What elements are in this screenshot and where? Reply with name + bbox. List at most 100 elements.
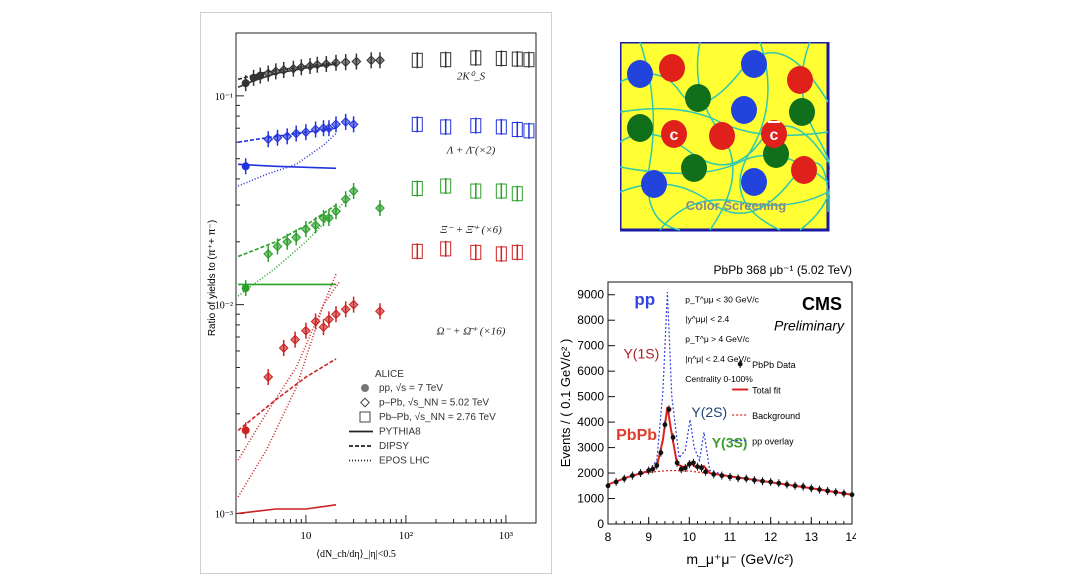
cms-x-axis-label: m_μ⁺μ⁻ (GeV/c²) bbox=[686, 551, 793, 567]
pbpb-data-point bbox=[686, 461, 692, 467]
quark-ball bbox=[741, 168, 767, 196]
data-point-ppb bbox=[340, 304, 351, 315]
pbpb-data-point bbox=[760, 478, 765, 484]
pbpb-data-point bbox=[605, 483, 611, 489]
total-fit-curve bbox=[607, 406, 853, 496]
pbpb-data-point bbox=[691, 460, 696, 466]
pbpb-data-point bbox=[666, 406, 672, 412]
data-point-ppb bbox=[318, 123, 329, 134]
xi-epos-curve bbox=[237, 190, 355, 297]
quark-ball bbox=[789, 98, 815, 126]
species-label: Ξ⁻ + Ξ̄⁺ (×6) bbox=[440, 224, 502, 236]
gluon-line bbox=[620, 52, 829, 104]
data-point-pp bbox=[241, 426, 250, 435]
data-point-pbpb bbox=[440, 52, 452, 68]
cms-title: PbPb 368 μb⁻¹ (5.02 TeV) bbox=[714, 263, 852, 277]
pbpb-data-point bbox=[711, 471, 717, 477]
cms-y-tick-label: 1000 bbox=[577, 492, 604, 506]
alice-legend-item: Pb–Pb, √s_NN = 2.76 TeV bbox=[379, 411, 496, 423]
data-point-ppb bbox=[310, 220, 321, 231]
cms-x-tick-label: 11 bbox=[724, 530, 737, 544]
data-point-ppb bbox=[331, 57, 341, 68]
data-point-ppb bbox=[318, 322, 329, 333]
quark-ball bbox=[741, 50, 767, 78]
data-point-ppb bbox=[323, 123, 334, 134]
data-point-ppb bbox=[272, 132, 283, 143]
pbpb-data-point bbox=[670, 434, 676, 440]
cms-upsilon-chart: PbPb 368 μb⁻¹ (5.02 TeV) 8 9 10 11 12 13 14 0 100… bbox=[558, 263, 856, 567]
species-label: Λ + Λ̄ (×2) bbox=[446, 144, 496, 156]
cms-y-tick-label: 0 bbox=[597, 517, 604, 531]
pbpb-data-point bbox=[849, 492, 855, 498]
legend-marker-ppb bbox=[360, 397, 370, 408]
data-point-ppb bbox=[374, 55, 385, 66]
quark-ball bbox=[791, 156, 817, 184]
alice-legend-item: DIPSY bbox=[379, 441, 409, 452]
data-point-ppb bbox=[278, 343, 289, 353]
cms-legend-item: Background bbox=[752, 411, 800, 421]
data-point-pbpb bbox=[440, 241, 452, 257]
pbpb-data-point bbox=[825, 488, 830, 494]
pbpb-data-point bbox=[792, 483, 798, 489]
alice-plot-area: 10 10² 10³ 10⁻¹ 10⁻² 10⁻³ Ratio of yields to (… bbox=[207, 32, 537, 560]
cms-plot-area: PbPb 368 μb⁻¹ (5.02 TeV) 8 9 10 11 12 13 14 0 100… bbox=[558, 263, 856, 567]
data-point-ppb bbox=[310, 316, 321, 327]
quark-ball bbox=[641, 170, 667, 198]
data-point-pbpb bbox=[470, 244, 482, 260]
alice-y-tick-label: 10⁻³ bbox=[215, 509, 233, 520]
data-point-pbpb bbox=[411, 243, 423, 259]
pbpb-data-point bbox=[768, 479, 774, 485]
gluon-line bbox=[620, 162, 829, 214]
pbpb-data-point bbox=[833, 489, 839, 495]
anticharm-quark-label: c bbox=[770, 127, 779, 144]
alice-axes-frame bbox=[235, 32, 537, 524]
data-point-ppb bbox=[263, 372, 274, 383]
omega-epos-curve-2 bbox=[237, 280, 341, 461]
pbpb-data-point bbox=[658, 450, 664, 456]
cms-y-tick-label: 2000 bbox=[577, 466, 604, 480]
pbpb-data-point bbox=[719, 473, 725, 478]
pbpb-data-point bbox=[727, 474, 733, 480]
cms-y-tick-label: 9000 bbox=[577, 288, 604, 302]
quark-ball bbox=[709, 122, 735, 150]
pbpb-data-point bbox=[695, 464, 700, 470]
species-label: Ω⁻ + Ω̄⁺ (×16) bbox=[437, 325, 506, 337]
quark-ball bbox=[787, 66, 813, 94]
gluon-line bbox=[659, 191, 829, 231]
data-point-pbpb bbox=[495, 183, 507, 199]
alice-x-tick-label: 10³ bbox=[499, 530, 514, 542]
alice-panel: 10 10² 10³ 10⁻¹ 10⁻² 10⁻³ Ratio of yields to (… bbox=[200, 12, 552, 574]
quark-ball bbox=[731, 96, 757, 124]
cms-y-tick-label: 5000 bbox=[577, 390, 604, 404]
data-point-pbpb bbox=[411, 116, 423, 132]
data-point-ppb bbox=[323, 213, 334, 223]
quark-ball bbox=[627, 60, 653, 88]
data-point-ppb bbox=[282, 236, 293, 247]
species-label: 2K⁰_S bbox=[457, 70, 486, 82]
data-point-pbpb bbox=[440, 119, 452, 135]
quark-ball bbox=[685, 84, 711, 112]
pbpb-data-point bbox=[800, 484, 806, 489]
data-point-pbpb bbox=[523, 52, 535, 68]
data-point-ppb bbox=[263, 134, 274, 145]
data-point-pp bbox=[241, 162, 250, 171]
cms-x-tick-label: 10 bbox=[683, 530, 697, 544]
data-point-ppb bbox=[366, 55, 377, 66]
data-point-ppb bbox=[321, 59, 332, 70]
data-point-pbpb bbox=[470, 118, 482, 134]
omega-dipsy-curve bbox=[237, 358, 337, 432]
lambda-pythia-curve bbox=[238, 163, 337, 170]
cms-legend-item: pp overlay bbox=[752, 436, 794, 446]
data-point-ppb bbox=[290, 334, 301, 345]
cms-y-tick-label: 6000 bbox=[577, 364, 604, 378]
y3s-label: Υ(3S) bbox=[712, 435, 748, 451]
data-point-ppb bbox=[296, 62, 307, 73]
cms-cut-text: p_T^μ > 4 GeV/c bbox=[685, 334, 750, 344]
pbpb-data-point bbox=[743, 476, 749, 482]
alice-legend-item: pp, √s = 7 TeV bbox=[379, 382, 443, 394]
data-point-ppb bbox=[300, 224, 311, 235]
alice-chart: 10 10² 10³ 10⁻¹ 10⁻² 10⁻³ Ratio of yields to (… bbox=[207, 32, 537, 560]
pbpb-data-point bbox=[674, 460, 680, 466]
charm-quark-label: c bbox=[670, 127, 679, 144]
